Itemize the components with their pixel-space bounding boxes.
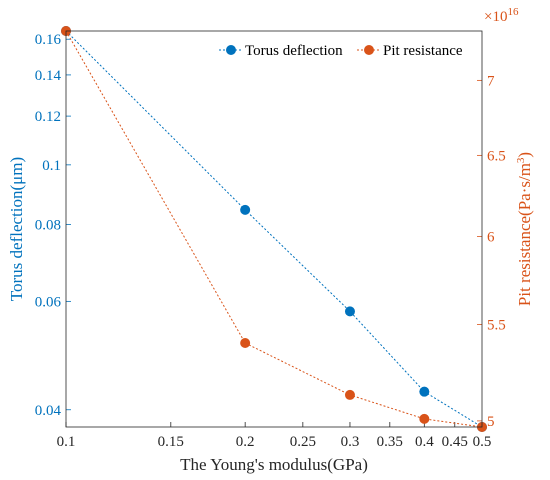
right-y-tick-label: 7 — [487, 73, 495, 89]
right-axis-exponent: ×1016 — [484, 6, 519, 25]
legend-marker-torus — [226, 45, 236, 55]
series-line-pit-resistance — [65, 30, 483, 428]
right-y-tick-label: 5 — [487, 414, 495, 430]
right-y-tick-label: 6.5 — [487, 148, 506, 164]
legend-marker-pit — [364, 45, 374, 55]
right-axis-exponent-power: 16 — [507, 6, 519, 18]
plot-frame — [65, 30, 483, 428]
left-y-tick-label: 0.16 — [35, 32, 62, 48]
legend-box — [216, 37, 478, 63]
right-y-tick-label: 5.5 — [487, 317, 506, 333]
data-point-pit-resistance — [419, 413, 430, 424]
data-point-pit-resistance — [344, 389, 355, 400]
legend-label-pit: Pit resistance — [383, 43, 463, 59]
left-y-tick-label: 0.12 — [35, 109, 61, 125]
right-axis-exponent-base: ×10 — [484, 9, 507, 25]
left-y-tick-label: 0.14 — [35, 68, 62, 84]
left-y-tick-label: 0.1 — [42, 158, 61, 174]
data-point-torus-deflection — [344, 306, 355, 317]
series-line-torus-deflection — [65, 30, 483, 428]
right-axis-title-prefix: Pit resistance(Pa·s/m — [515, 163, 534, 306]
x-tick-label: 0.1 — [57, 434, 76, 450]
x-tick-label: 0.4 — [415, 434, 434, 450]
right-axis-title-suffix: ) — [515, 152, 534, 158]
data-point-torus-deflection — [419, 386, 430, 397]
x-tick-label: 0.25 — [290, 434, 316, 450]
series-layer — [61, 26, 487, 432]
x-axis-title: The Young's modulus(GPa) — [180, 455, 368, 474]
left-axis-title: Torus deflection(μm) — [7, 157, 26, 301]
left-y-tick-label: 0.04 — [35, 403, 62, 419]
x-tick-label: 0.5 — [473, 434, 492, 450]
x-tick-label: 0.15 — [158, 434, 184, 450]
x-tick-label: 0.3 — [341, 434, 360, 450]
x-tick-label: 0.2 — [236, 434, 255, 450]
x-tick-label: 0.45 — [442, 434, 468, 450]
left-y-tick-label: 0.08 — [35, 217, 61, 233]
right-axis-title-superscript: 3 — [515, 157, 527, 163]
data-point-pit-resistance — [240, 338, 251, 349]
data-point-torus-deflection — [240, 204, 251, 215]
right-y-tick-label: 6 — [487, 229, 495, 245]
legend: Torus deflection Pit resistance — [216, 37, 478, 63]
legend-label-torus: Torus deflection — [245, 43, 343, 59]
right-axis-title: Pit resistance(Pa·s/m3) — [515, 152, 534, 306]
tick-layer: 0.1 0.15 0.2 0.25 0.3 0.35 0.4 0.45 0.50.040.060… — [35, 32, 506, 450]
x-tick-label: 0.35 — [377, 434, 403, 450]
left-y-tick-label: 0.06 — [35, 294, 62, 310]
